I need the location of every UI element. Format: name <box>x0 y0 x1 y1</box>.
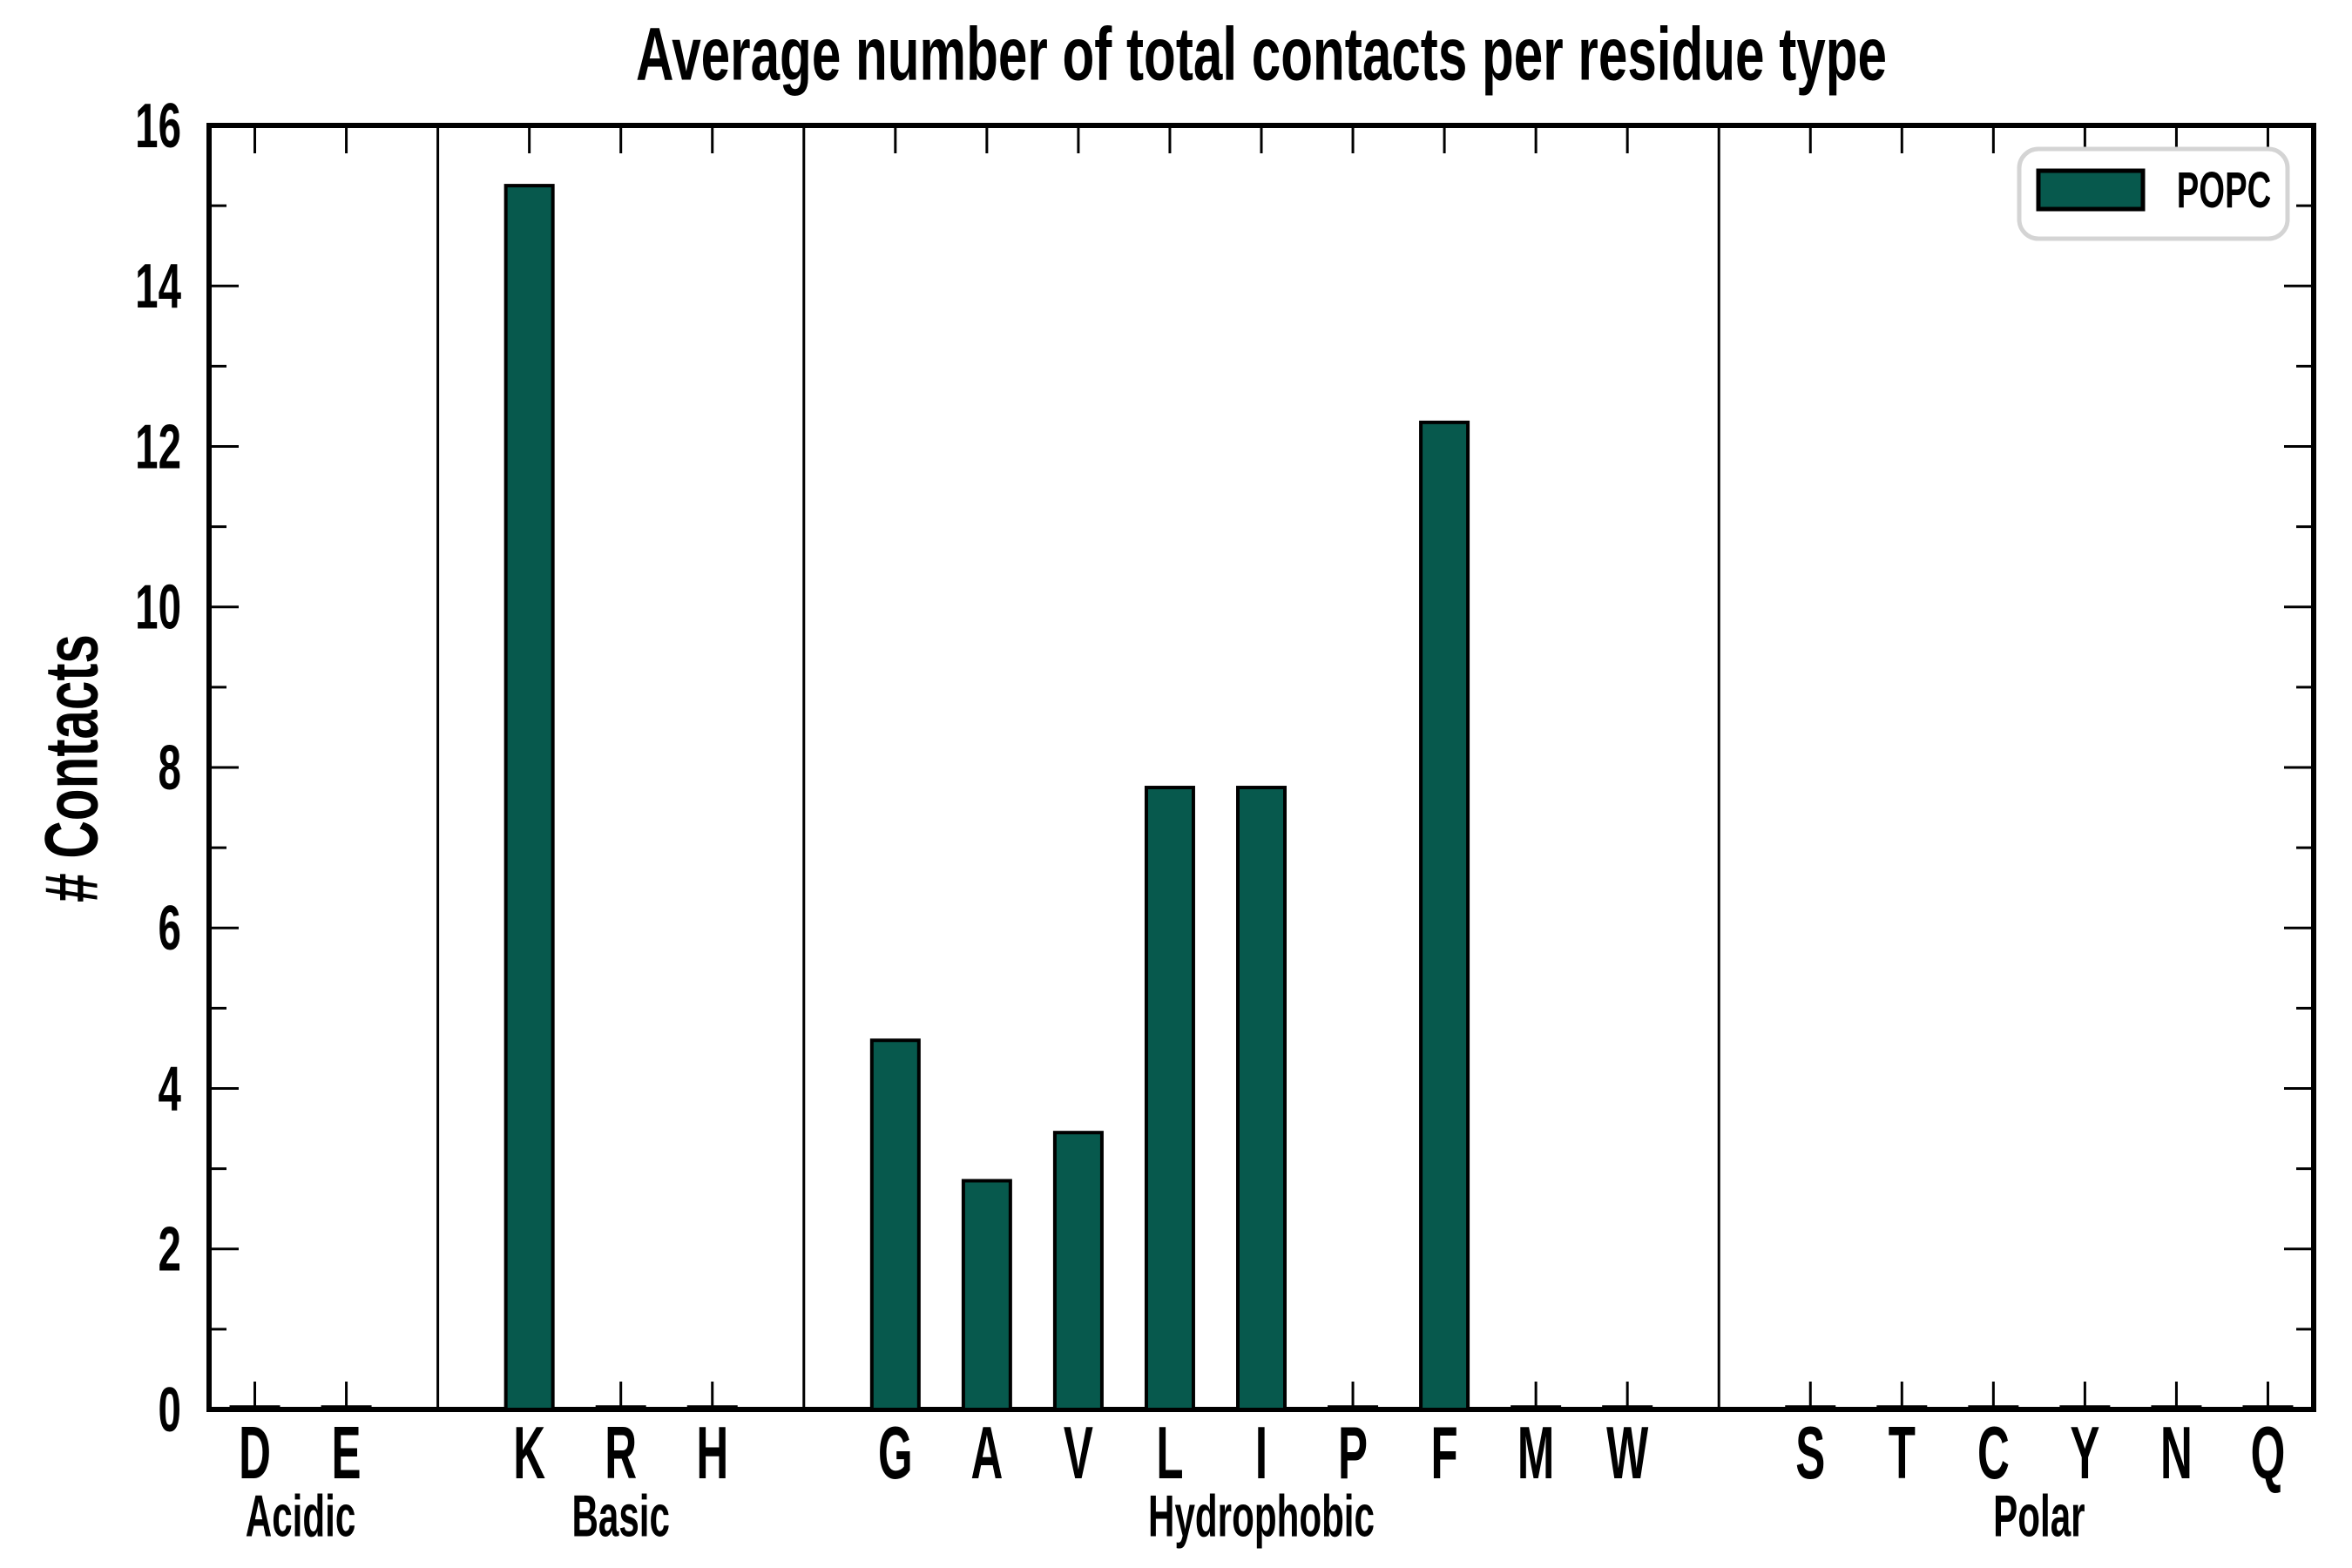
xtick-label-F: F <box>1431 1412 1458 1495</box>
xtick-label-A: A <box>970 1412 1003 1495</box>
legend: POPC <box>2017 146 2290 241</box>
xtick-label-I: I <box>1255 1412 1267 1495</box>
y-axis-label: # Contacts <box>30 634 113 902</box>
ytick-label-16: 16 <box>135 91 181 160</box>
bar-H <box>686 1405 738 1411</box>
group-label-Polar: Polar <box>1993 1483 2085 1549</box>
xtick-label-V: V <box>1064 1412 1093 1495</box>
bar-E <box>321 1405 372 1411</box>
bar-W <box>1602 1405 1653 1411</box>
bar-L <box>1144 786 1195 1411</box>
xtick-label-C: C <box>1977 1412 2010 1495</box>
xtick-label-M: M <box>1517 1412 1554 1495</box>
xtick-label-D: D <box>239 1412 271 1495</box>
xtick-label-R: R <box>605 1412 637 1495</box>
xtick-label-T: T <box>1889 1412 1916 1495</box>
bar-R <box>595 1405 646 1411</box>
bar-M <box>1511 1405 1562 1411</box>
xtick-label-W: W <box>1606 1412 1649 1495</box>
ytick-label-4: 4 <box>159 1053 181 1123</box>
labels-layer: 0 2 4 6 8 10 12 14 16 D E K R H G A V L I P F M W S T C Y N Q Acidic B… <box>135 91 2285 1549</box>
bar-S <box>1785 1405 1836 1411</box>
xtick-label-E: E <box>332 1412 362 1495</box>
ytick-label-14: 14 <box>135 251 181 321</box>
bar-Y <box>2059 1405 2111 1411</box>
xtick-label-P: P <box>1338 1412 1368 1495</box>
xtick-label-Y: Y <box>2070 1412 2099 1495</box>
xtick-label-L: L <box>1156 1412 1183 1495</box>
ytick-label-8: 8 <box>159 733 181 802</box>
group-label-Basic: Basic <box>571 1483 669 1549</box>
bar-P <box>1328 1405 1379 1411</box>
bar-G <box>869 1038 921 1411</box>
group-label-Hydrophobic: Hydrophobic <box>1148 1483 1375 1549</box>
bars-layer <box>229 184 2294 1411</box>
bar-D <box>229 1405 280 1411</box>
bar-A <box>961 1179 1012 1411</box>
legend-swatch-popc <box>2036 168 2146 212</box>
bar-Q <box>2242 1405 2294 1411</box>
xtick-label-Q: Q <box>2251 1412 2286 1495</box>
bar-T <box>1876 1405 1928 1411</box>
xtick-label-N: N <box>2160 1412 2193 1495</box>
bar-V <box>1052 1131 1104 1411</box>
xtick-label-H: H <box>696 1412 728 1495</box>
xtick-label-S: S <box>1795 1412 1825 1495</box>
bar-F <box>1419 420 1470 1411</box>
legend-label-popc: POPC <box>2177 163 2271 219</box>
bar-I <box>1236 786 1287 1411</box>
chart-title: Average number of total contacts per res… <box>636 12 1887 96</box>
ytick-label-10: 10 <box>135 572 181 642</box>
bar-K <box>504 184 555 1411</box>
group-label-Acidic: Acidic <box>246 1483 355 1549</box>
xtick-label-G: G <box>878 1412 913 1495</box>
ytick-label-2: 2 <box>159 1214 181 1284</box>
ytick-label-0: 0 <box>159 1375 181 1444</box>
bar-N <box>2151 1405 2202 1411</box>
xtick-label-K: K <box>513 1412 545 1495</box>
ytick-label-12: 12 <box>135 411 181 481</box>
ytick-label-6: 6 <box>159 893 181 963</box>
bar-C <box>1968 1405 2019 1411</box>
